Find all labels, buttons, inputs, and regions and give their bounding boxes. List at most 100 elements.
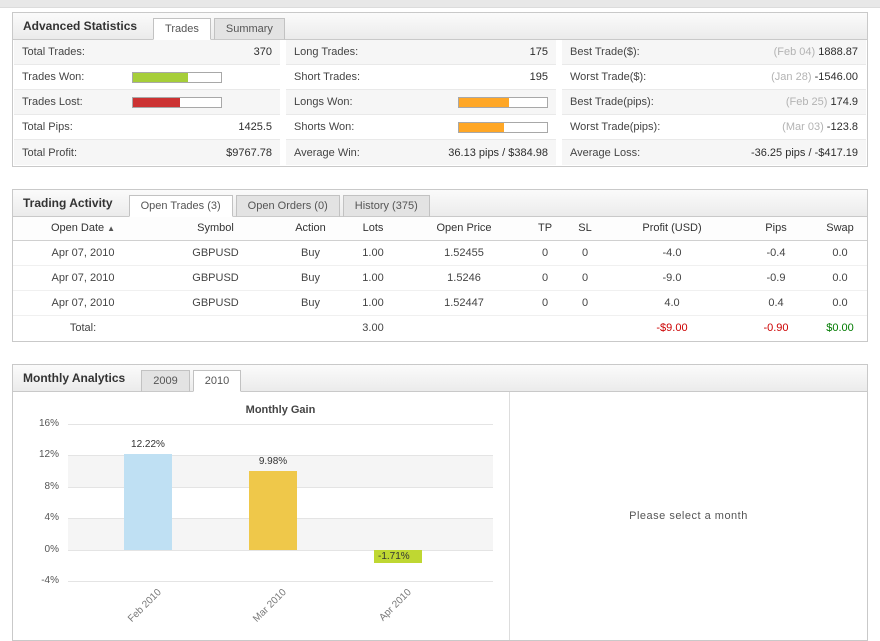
tab-open-trades-3[interactable]: Open Trades (3)	[128, 195, 233, 217]
stat-value: 36.13 pips / $384.98	[448, 146, 548, 159]
stat-label: Worst Trade(pips):	[570, 121, 661, 133]
tab-history-375[interactable]: History (375)	[342, 195, 430, 217]
stat-label: Total Trades:	[22, 46, 85, 58]
stat-row: Trades Won:	[14, 65, 280, 90]
stat-row: Long Trades: 175	[286, 40, 556, 65]
stat-value: 1425.5	[238, 121, 272, 133]
stat-value: (Mar 03) -123.8	[782, 121, 858, 133]
trade-cell: -0.9	[739, 265, 813, 291]
stat-row: Best Trade($): (Feb 04) 1888.87	[562, 40, 866, 65]
stat-value: 370	[253, 46, 272, 58]
totals-swap: $0.00	[813, 314, 867, 341]
stat-progress-bar	[458, 121, 548, 133]
stat-row: Total Profit: $9767.78	[14, 140, 280, 165]
tab-summary[interactable]: Summary	[213, 18, 285, 40]
stat-label: Best Trade($):	[570, 46, 640, 58]
stat-label: Average Win:	[294, 146, 360, 159]
stat-label: Short Trades:	[294, 71, 361, 83]
stat-value: (Jan 28) -1546.00	[771, 71, 858, 83]
stat-row: Longs Won:	[286, 90, 556, 115]
column-header-open-price[interactable]: Open Price	[403, 217, 525, 241]
tab-2010[interactable]: 2010	[192, 370, 242, 392]
trade-cell: 0.0	[813, 240, 867, 266]
stat-label: Longs Won:	[294, 96, 353, 108]
stat-progress-bar	[458, 96, 548, 108]
stat-label: Long Trades:	[294, 46, 359, 58]
chart-gridline	[68, 581, 493, 582]
stat-value: (Feb 04) 1888.87	[773, 46, 858, 58]
stat-progress-bar	[132, 71, 222, 83]
stat-row: Shorts Won:	[286, 115, 556, 140]
column-header-pips[interactable]: Pips	[739, 217, 813, 241]
column-header-symbol[interactable]: Symbol	[153, 217, 278, 241]
trading-activity-panel: Trading Activity Open Trades (3) Open Ord…	[12, 189, 868, 342]
trades-table: Open Date ▲ Symbol Action Lots Open Price TP SL…	[13, 217, 867, 341]
chart-gridline	[68, 424, 493, 425]
stat-label: Trades Won:	[22, 71, 85, 83]
column-header-tp[interactable]: TP	[525, 217, 565, 241]
trade-cell: 1.00	[343, 290, 403, 316]
stat-row: Worst Trade(pips): (Mar 03) -123.8	[562, 115, 866, 140]
trade-cell: 0	[525, 290, 565, 316]
stat-date: (Feb 04)	[773, 46, 819, 58]
trade-cell: 0	[565, 290, 605, 316]
stat-date: (Jan 28)	[771, 71, 815, 83]
stat-row: Average Loss: -36.25 pips / -$417.19	[562, 140, 866, 165]
chart-bar-mar-2010[interactable]	[249, 471, 297, 550]
monthly-gain-chart: Monthly Gain 16% 12% 8% 4% 0% -4% 12.22% Feb 20…	[13, 392, 510, 640]
trade-cell: Apr 07, 2010	[13, 290, 153, 316]
trade-cell: GBPUSD	[153, 290, 278, 316]
stat-value: (Feb 25) 174.9	[785, 96, 858, 108]
totals-lots: 3.00	[343, 314, 403, 341]
stat-row: Short Trades: 195	[286, 65, 556, 90]
totals-profit: -$9.00	[605, 314, 739, 341]
month-detail-area: Please select a month	[510, 392, 867, 640]
trade-cell: GBPUSD	[153, 240, 278, 266]
y-axis-tick-label: 0%	[44, 543, 59, 555]
column-header-profit-usd[interactable]: Profit (USD)	[605, 217, 739, 241]
stats-column-2: Long Trades: 175 Short Trades: 195 Longs Won…	[286, 40, 556, 165]
stat-progress-fill	[459, 97, 510, 107]
trade-row: Apr 07, 2010 GBPUSD Buy 1.00 1.52447 0 0 4.0 0.4…	[13, 290, 867, 316]
column-header-swap[interactable]: Swap	[813, 217, 867, 241]
stat-label: Total Pips:	[22, 121, 73, 133]
trade-cell: 1.52455	[403, 240, 525, 266]
x-axis-tick-label: Apr 2010	[377, 587, 414, 624]
stat-row: Total Pips: 1425.5	[14, 115, 280, 140]
trading-activity-header: Trading Activity Open Trades (3) Open Ord…	[13, 190, 867, 217]
trade-cell: 1.00	[343, 265, 403, 291]
stat-progress-fill	[133, 97, 180, 107]
chart-bar-feb-2010[interactable]	[124, 453, 172, 550]
trade-cell: Apr 07, 2010	[13, 265, 153, 291]
tab-2009[interactable]: 2009	[141, 370, 190, 392]
y-axis-tick-label: 8%	[44, 480, 59, 492]
column-header-action[interactable]: Action	[278, 217, 343, 241]
y-axis-tick-label: -4%	[41, 575, 59, 586]
monthly-analytics-title: Monthly Analytics	[23, 371, 126, 385]
stat-progress-fill	[459, 122, 504, 132]
stat-label: Best Trade(pips):	[570, 96, 654, 108]
trade-cell: 0	[525, 265, 565, 291]
trade-row: Apr 07, 2010 GBPUSD Buy 1.00 1.52455 0 0 -4.0 -0…	[13, 240, 867, 266]
column-header-lots[interactable]: Lots	[343, 217, 403, 241]
tab-open-orders-0[interactable]: Open Orders (0)	[235, 195, 340, 217]
stat-value: 175	[529, 46, 548, 58]
trade-cell: 1.00	[343, 240, 403, 266]
y-axis-tick-label: 4%	[44, 512, 59, 524]
advanced-statistics-header: Advanced Statistics Trades Summary	[13, 13, 867, 40]
monthly-analytics-tabs: 2009 2010	[141, 369, 244, 392]
totals-pips: -0.90	[739, 314, 813, 341]
tab-trades[interactable]: Trades	[153, 18, 211, 40]
column-header-open-date[interactable]: Open Date ▲	[13, 217, 153, 241]
stat-progress-fill	[133, 72, 189, 82]
trade-cell: Buy	[278, 290, 343, 316]
column-header-sl[interactable]: SL	[565, 217, 605, 241]
trade-cell: -0.4	[739, 240, 813, 266]
trade-cell: GBPUSD	[153, 265, 278, 291]
chart-title: Monthly Gain	[245, 404, 316, 416]
stat-label: Trades Lost:	[22, 96, 83, 108]
stat-row: Best Trade(pips): (Feb 25) 174.9	[562, 90, 866, 115]
trade-cell: 1.52447	[403, 290, 525, 316]
stats-column-1: Total Trades: 370 Trades Won: Trades Lost: T…	[14, 40, 280, 165]
stat-row: Trades Lost:	[14, 90, 280, 115]
